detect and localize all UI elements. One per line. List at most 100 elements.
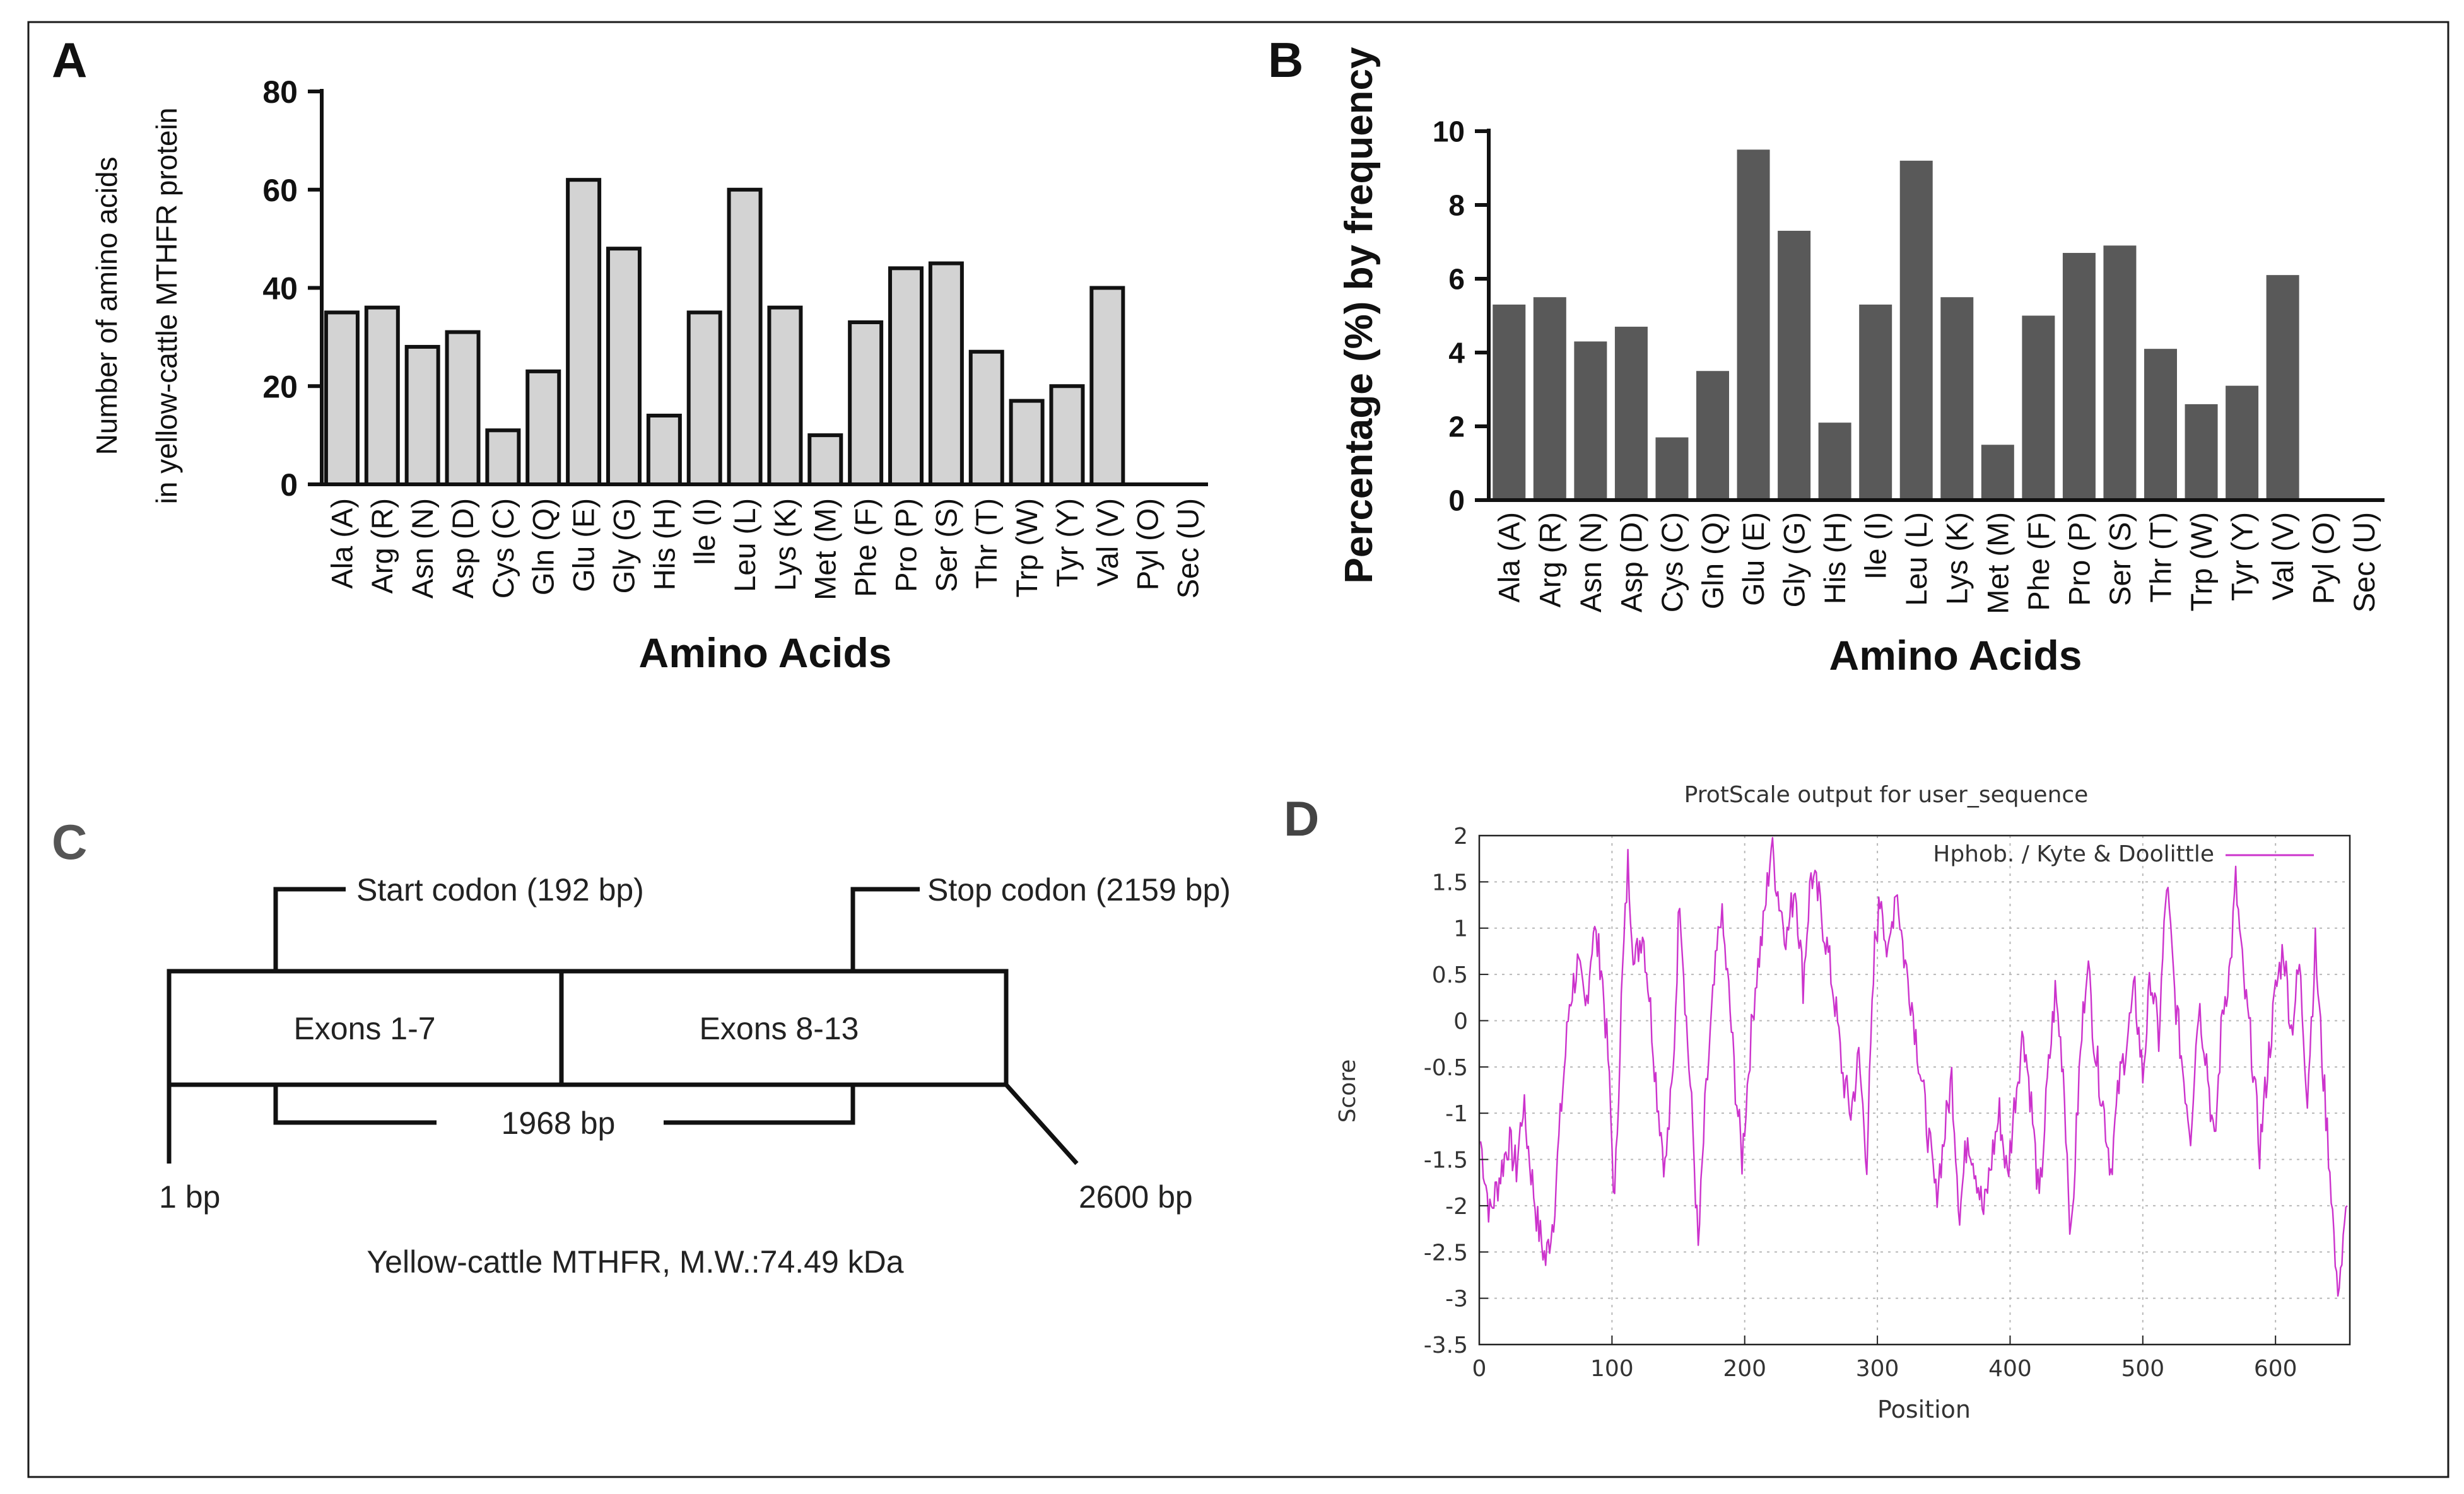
b-x-tick-label: Trp (W) <box>2185 512 2218 611</box>
a-x-tick-label: Lys (K) <box>768 498 802 591</box>
b-x-tick-label: Glu (E) <box>1737 512 1770 606</box>
d-chart-title: ProtScale output for user_sequence <box>1684 782 2089 808</box>
a-x-tick-label: Sec (U) <box>1171 498 1205 598</box>
exons-8-13-label: Exons 8-13 <box>700 1011 859 1046</box>
b-bar <box>1778 230 1811 500</box>
a-bar <box>364 305 400 486</box>
b-y-tick-label: 2 <box>1448 411 1465 443</box>
d-y-tick-label: 1 <box>1453 916 1468 942</box>
panel-a: A 0 20 40 60 80 Ala (A) Arg (R) Asn (N) Asp (D)… <box>52 32 1208 676</box>
a-x-ticks: Ala (A) Arg (R) Asn (N) Asp (D) Cys (C) Gln (… <box>325 498 1204 600</box>
a-y-tick-label: 0 <box>280 467 298 503</box>
d-x-tick-label: 300 <box>1856 1356 1899 1382</box>
a-bar <box>445 330 481 487</box>
b-y-axis-label: Percentage (%) by frequency <box>1337 47 1381 584</box>
b-bar <box>1655 437 1689 500</box>
d-x-tick-label: 600 <box>2254 1356 2297 1382</box>
d-y-tick-label: -2.5 <box>1424 1240 1468 1266</box>
a-x-tick-label: Trp (W) <box>1010 498 1043 597</box>
a-x-tick-label: Arg (R) <box>365 498 399 593</box>
d-x-tick-label: 0 <box>1472 1356 1487 1382</box>
d-x-axis-label: Position <box>1877 1396 1971 1423</box>
panel-letter-d: D <box>1284 791 1319 846</box>
figure-border <box>27 21 2449 1478</box>
b-y-tick-label: 10 <box>1433 115 1465 148</box>
a-x-tick-label: Asn (N) <box>406 498 439 598</box>
b-y-tick-label: 4 <box>1448 337 1465 370</box>
a-bar <box>1049 384 1085 486</box>
a-x-tick-label: Asp (D) <box>446 498 479 598</box>
a-y-tick-label: 80 <box>262 74 298 110</box>
d-plot-frame <box>1478 834 2351 1346</box>
b-x-tick-label: Asp (D) <box>1614 512 1648 612</box>
d-y-tick-label: -2 <box>1445 1194 1468 1220</box>
a-bar <box>848 320 884 486</box>
a-bar <box>606 247 642 486</box>
a-bar <box>1009 399 1045 486</box>
b-x-tick-label: Tyr (Y) <box>2226 512 2259 601</box>
d-x-tick-label: 200 <box>1723 1356 1766 1382</box>
d-y-tick-label: -1.5 <box>1424 1148 1468 1174</box>
a-bar <box>727 187 763 486</box>
a-bar <box>767 305 803 486</box>
d-x-tick-label: 400 <box>1988 1356 2032 1382</box>
a-x-tick-label: Val (V) <box>1091 498 1124 587</box>
a-y-tick-label: 20 <box>262 369 298 404</box>
a-bar <box>807 433 843 486</box>
b-bar <box>1818 423 1851 500</box>
b-x-tick-label: Leu (L) <box>1899 512 1933 606</box>
cds-bracket-left <box>273 1085 437 1125</box>
b-x-tick-label: Pyl (O) <box>2307 512 2340 604</box>
d-y-tick-label: -3 <box>1445 1287 1468 1312</box>
b-y-ticks: 0 2 4 6 8 10 <box>1433 115 1489 517</box>
stop-codon-label: Stop codon (2159 bp) <box>927 872 1231 907</box>
d-legend-label: Hphob. / Kyte & Doolittle <box>1933 841 2214 867</box>
a-bar <box>888 266 924 486</box>
d-y-ticks: 2 1.5 1 0.5 0 -0.5 -1 -1.5 -2 -2.5 -3 -3.5 <box>1424 824 1488 1358</box>
b-bar <box>2266 275 2299 500</box>
a-y-axis-label-line1: Number of amino acids <box>90 157 123 455</box>
d-y-tick-label: 0.5 <box>1432 962 1468 988</box>
a-y-tick-label: 40 <box>262 271 298 306</box>
a-y-ticks: 0 20 40 60 80 <box>262 74 322 503</box>
a-x-tick-label: Ala (A) <box>325 498 358 589</box>
a-x-tick-label: Leu (L) <box>728 498 761 592</box>
b-x-axis-label: Amino Acids <box>1829 632 2082 679</box>
b-x-tick-label: Arg (R) <box>1533 512 1566 607</box>
b-bar <box>1533 297 1566 500</box>
exons-1-7-label: Exons 1-7 <box>293 1011 435 1046</box>
panel-letter-b: B <box>1268 32 1303 88</box>
d-y-tick-label: -0.5 <box>1424 1055 1468 1081</box>
a-bar <box>646 413 682 486</box>
panel-letter-a: A <box>52 32 87 88</box>
b-bar <box>1574 341 1607 500</box>
b-x-tick-label: Val (V) <box>2266 512 2299 600</box>
a-x-tick-label: Thr (T) <box>970 498 1003 589</box>
b-bar <box>2144 349 2177 500</box>
a-x-tick-label: Gly (G) <box>607 498 640 593</box>
a-x-tick-label: Pyl (O) <box>1131 498 1165 590</box>
panel-d: D ProtScale output for user_sequence 2 1.… <box>1284 782 2351 1423</box>
b-axes <box>1487 129 2385 502</box>
d-y-tick-label: -1 <box>1445 1101 1468 1127</box>
b-x-tick-label: Met (M) <box>1981 512 2014 614</box>
b-bar <box>2103 245 2137 500</box>
b-x-tick-label: Ala (A) <box>1493 512 1526 603</box>
a-x-tick-label: Glu (E) <box>567 498 601 592</box>
b-x-tick-label: His (H) <box>1818 512 1851 604</box>
b-bar <box>2022 315 2055 500</box>
b-bar <box>1493 304 1526 500</box>
d-y-axis-label: Score <box>1335 1059 1361 1123</box>
d-y-tick-label: 0 <box>1453 1008 1468 1034</box>
a-x-tick-label: Phe (F) <box>849 498 883 597</box>
stop-codon-callout <box>850 887 920 971</box>
start-codon-label: Start codon (192 bp) <box>356 872 644 907</box>
d-y-tick-label: -3.5 <box>1424 1333 1468 1358</box>
b-bar <box>1614 327 1648 500</box>
b-x-ticks: Ala (A) Arg (R) Asn (N) Asp (D) Cys (C) Gln (… <box>1493 512 2381 614</box>
a-x-tick-label: Met (M) <box>809 498 842 600</box>
b-x-tick-label: Phe (F) <box>2022 512 2055 611</box>
d-x-tick-label: 100 <box>1590 1356 1634 1382</box>
cds-bracket-right <box>664 1085 855 1125</box>
